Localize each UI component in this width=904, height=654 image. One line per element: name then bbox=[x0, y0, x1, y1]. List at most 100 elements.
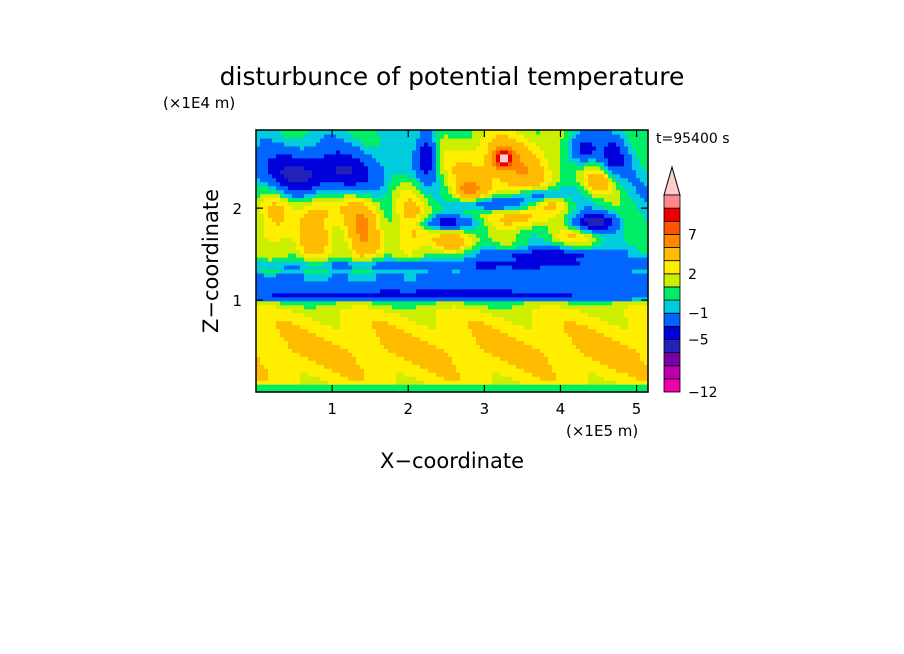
heatmap-cell bbox=[564, 189, 569, 195]
heatmap-cell bbox=[532, 268, 537, 274]
heatmap-cell bbox=[536, 245, 541, 250]
heatmap-cell bbox=[280, 189, 285, 195]
heatmap-cell bbox=[472, 201, 477, 207]
heatmap-cell bbox=[316, 225, 321, 230]
heatmap-cell bbox=[544, 245, 549, 250]
heatmap-cell bbox=[380, 328, 385, 334]
heatmap-cell bbox=[524, 384, 529, 389]
heatmap-cell bbox=[332, 193, 337, 199]
heatmap-cell bbox=[556, 344, 561, 349]
heatmap-cell bbox=[372, 201, 377, 207]
heatmap-cell bbox=[560, 296, 565, 302]
heatmap-cell bbox=[544, 209, 549, 214]
heatmap-cell bbox=[392, 292, 397, 298]
heatmap-cell bbox=[564, 372, 569, 377]
heatmap-cell bbox=[340, 233, 345, 238]
heatmap-cell bbox=[600, 360, 605, 365]
heatmap-cell bbox=[552, 193, 557, 199]
heatmap-cell bbox=[380, 368, 385, 373]
heatmap-cell bbox=[348, 384, 353, 389]
heatmap-cell bbox=[540, 276, 545, 282]
heatmap-cell bbox=[412, 253, 417, 258]
heatmap-cell bbox=[620, 237, 625, 242]
heatmap-cell bbox=[308, 280, 313, 286]
heatmap-cell bbox=[592, 368, 597, 373]
heatmap-cell bbox=[468, 197, 473, 203]
heatmap-cell bbox=[276, 340, 281, 345]
heatmap-cell bbox=[308, 352, 313, 357]
heatmap-cell bbox=[584, 284, 589, 290]
heatmap-cell bbox=[392, 261, 397, 266]
heatmap-cell bbox=[320, 229, 325, 234]
heatmap-cell bbox=[304, 209, 309, 214]
heatmap-cell bbox=[304, 352, 309, 357]
heatmap-cell bbox=[492, 261, 497, 266]
heatmap-cell bbox=[580, 209, 585, 214]
heatmap-cell bbox=[392, 320, 397, 326]
heatmap-cell bbox=[500, 221, 505, 226]
heatmap-cell bbox=[372, 264, 377, 270]
heatmap-cell bbox=[356, 292, 361, 298]
heatmap-cell bbox=[384, 344, 389, 349]
heatmap-cell bbox=[312, 229, 317, 234]
heatmap-cell bbox=[636, 249, 641, 254]
heatmap-cell bbox=[304, 193, 309, 199]
heatmap-cell bbox=[640, 344, 645, 349]
heatmap-cell bbox=[480, 245, 485, 250]
heatmap-cell bbox=[412, 284, 417, 290]
heatmap-cell bbox=[388, 197, 393, 203]
heatmap-cell bbox=[412, 205, 417, 210]
heatmap-cell bbox=[616, 225, 621, 230]
heatmap-cell bbox=[452, 221, 457, 226]
heatmap-cell bbox=[552, 344, 557, 349]
heatmap-cell bbox=[448, 197, 453, 203]
heatmap-cell bbox=[544, 261, 549, 266]
heatmap-cell bbox=[520, 209, 525, 214]
heatmap-cell bbox=[644, 225, 649, 230]
heatmap-cell bbox=[416, 300, 421, 306]
heatmap-cell bbox=[272, 237, 277, 242]
heatmap-cell bbox=[352, 245, 357, 250]
heatmap-cell bbox=[496, 328, 501, 334]
heatmap-cell bbox=[508, 360, 513, 365]
heatmap-cell bbox=[496, 360, 501, 365]
heatmap-cell bbox=[612, 324, 617, 330]
heatmap-cell bbox=[620, 388, 625, 393]
heatmap-cell bbox=[352, 201, 357, 207]
heatmap-cell bbox=[576, 332, 581, 338]
heatmap-cell bbox=[596, 384, 601, 389]
heatmap-cell bbox=[348, 205, 353, 210]
heatmap-cell bbox=[468, 336, 473, 341]
heatmap-cell bbox=[632, 213, 637, 218]
heatmap-cell bbox=[376, 344, 381, 349]
heatmap-cell bbox=[456, 328, 461, 334]
heatmap-cell bbox=[428, 264, 433, 270]
heatmap-cell bbox=[420, 193, 425, 199]
heatmap-cell bbox=[620, 300, 625, 306]
heatmap-cell bbox=[596, 268, 601, 274]
heatmap-cell bbox=[480, 388, 485, 393]
heatmap-cell bbox=[572, 253, 577, 258]
heatmap-cell bbox=[584, 304, 589, 310]
heatmap-cell bbox=[392, 308, 397, 314]
heatmap-cell bbox=[508, 364, 513, 369]
heatmap-cell bbox=[484, 308, 489, 314]
heatmap-cell bbox=[368, 292, 373, 298]
heatmap-cell bbox=[560, 268, 565, 274]
heatmap-cell bbox=[644, 261, 649, 266]
heatmap-cell bbox=[424, 237, 429, 242]
heatmap-cell bbox=[528, 324, 533, 330]
heatmap-cell bbox=[476, 225, 481, 230]
heatmap-cell bbox=[448, 328, 453, 334]
heatmap-cell bbox=[500, 272, 505, 278]
heatmap-cell bbox=[444, 376, 449, 381]
heatmap-cell bbox=[304, 344, 309, 349]
heatmap-cell bbox=[288, 189, 293, 195]
heatmap-cell bbox=[376, 257, 381, 262]
heatmap-cell bbox=[476, 253, 481, 258]
heatmap-cell bbox=[584, 296, 589, 302]
heatmap-cell bbox=[508, 352, 513, 357]
heatmap-cell bbox=[264, 241, 269, 246]
heatmap-cell bbox=[628, 253, 633, 258]
heatmap-cell bbox=[324, 233, 329, 238]
